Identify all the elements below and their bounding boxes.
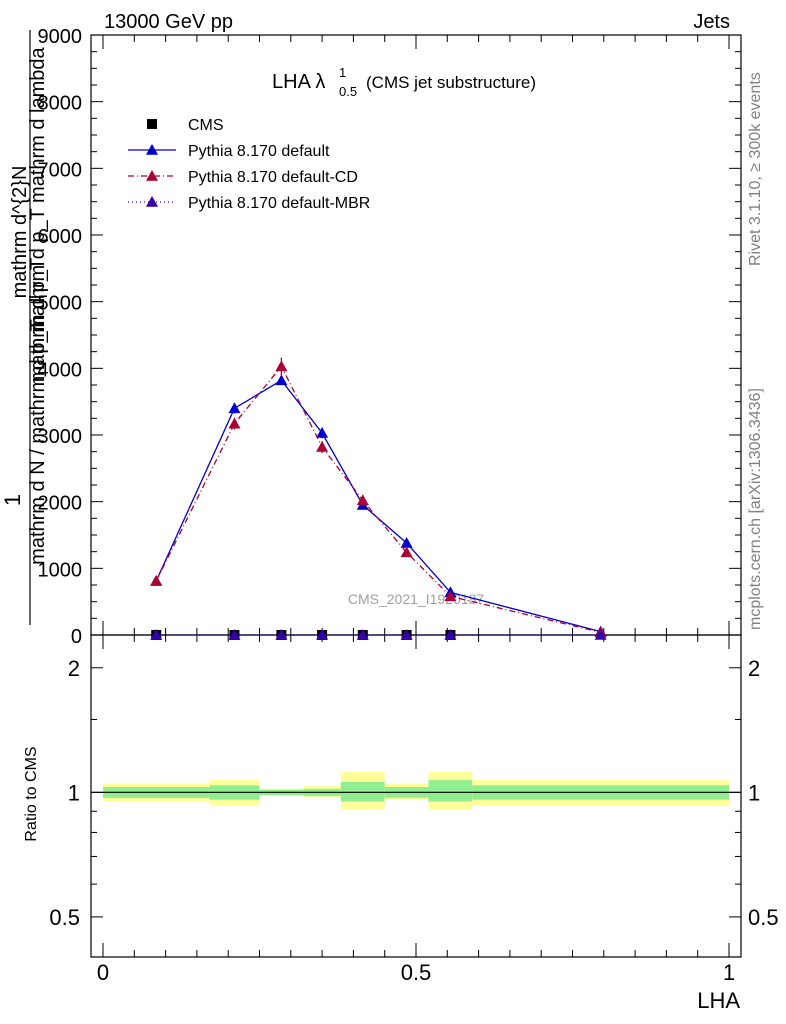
y-axis-label-ratio: Ratio to CMS [23, 746, 40, 841]
ratio-ytick-label-right: 1 [748, 780, 760, 805]
y-axis-label-main: 1 mathrm d^{2}N mathrm d N / mathrm d p_… [0, 30, 49, 625]
xtick-label: 1 [723, 960, 735, 985]
series-line-2 [155, 365, 601, 633]
legend-marker-0 [147, 119, 157, 129]
main-ytick-label: 6000 [38, 226, 83, 248]
header-process: 13000 GeV pp [104, 11, 233, 33]
ylabel-overlay-dlambda: mathrm d p_T mathrm d lambda [27, 46, 49, 332]
series-line-1 [155, 379, 601, 633]
data-point-3 [594, 629, 607, 640]
main-ytick-label: 2000 [38, 493, 83, 515]
data-point-2 [228, 417, 241, 429]
ratio-ytick-label: 1 [68, 780, 80, 805]
ratio-ytick-label: 2 [68, 656, 80, 681]
data-point-1 [275, 374, 288, 386]
legend: CMS Pythia 8.170 default Pythia 8.170 defa… [128, 117, 370, 212]
data-point-3 [275, 629, 288, 640]
data-point-2 [150, 575, 163, 586]
ratio-ytick-label: 0.5 [49, 905, 80, 930]
ratio-band-inner [428, 780, 473, 802]
data-point-3 [400, 629, 413, 640]
ylabel-overlay-dpt: mathrm d p_T [27, 258, 49, 382]
title-suffix: (CMS jet substructure) [366, 73, 536, 92]
data-point-3 [228, 629, 241, 640]
main-ytick-label: 8000 [38, 93, 83, 115]
data-point-2 [275, 360, 288, 372]
main-ytick-label: 7000 [38, 159, 83, 181]
main-axes: 0 1000 2000 3000 4000 5000 6000 7000 8000 9000 [38, 26, 742, 648]
legend-marker-2 [146, 170, 158, 181]
main-ytick-label: 4000 [38, 359, 83, 381]
main-ytick-label: 0 [71, 626, 82, 648]
main-ytick-label: 3000 [38, 426, 83, 448]
ratio-band-inner [340, 781, 385, 802]
data-point-3 [444, 629, 457, 640]
ratio-axes: 0.5 0.5 1 1 2 2 0 0.5 1 [49, 634, 779, 985]
data-point-3 [150, 629, 163, 640]
ylabel-one: 1 [0, 494, 25, 506]
legend-label-1: Pythia 8.170 default [188, 143, 330, 160]
mcplots-site-label: mcplots.cern.ch [arXiv:1306.3436] [747, 388, 764, 630]
ratio-ytick-label-right: 0.5 [748, 905, 779, 930]
main-ytick-label: 9000 [38, 26, 83, 48]
data-point-2 [400, 546, 413, 558]
ylabel-numerator: mathrm d^{2}N [9, 166, 31, 299]
data-point-2 [444, 590, 457, 602]
data-point-1 [400, 537, 413, 548]
main-ytick-label: 1000 [38, 559, 83, 581]
title-main: LHA λ [272, 71, 325, 93]
main-ytick-label: 5000 [38, 293, 83, 315]
data-point-1 [316, 427, 329, 438]
series-layer [150, 357, 607, 640]
plot-title: LHA λ 1 0.5 (CMS jet substructure) [272, 65, 536, 99]
legend-label-2: Pythia 8.170 default-CD [188, 169, 358, 186]
legend-marker-1 [146, 144, 158, 155]
ratio-bands [103, 771, 729, 810]
legend-marker-3 [146, 196, 158, 207]
title-superscript: 1 [339, 65, 346, 80]
xtick-label: 0.5 [401, 960, 432, 985]
legend-label-3: Pythia 8.170 default-MBR [188, 195, 370, 212]
x-axis-label: LHA [697, 988, 740, 1013]
ylabel-denominator: mathrm d N / mathrm d p_T [27, 319, 49, 565]
legend-label-0: CMS [188, 117, 224, 134]
data-point-2 [316, 441, 329, 452]
data-point-2 [356, 494, 369, 506]
data-point-3 [316, 629, 329, 640]
data-point-3 [356, 629, 369, 640]
header-category: Jets [693, 11, 730, 33]
ratio-ytick-label-right: 2 [748, 656, 760, 681]
xtick-label: 0 [97, 960, 109, 985]
rivet-version-label: Rivet 3.1.10, ≥ 300k events [747, 72, 764, 266]
title-subscript: 0.5 [339, 84, 357, 99]
data-point-1 [228, 402, 241, 414]
